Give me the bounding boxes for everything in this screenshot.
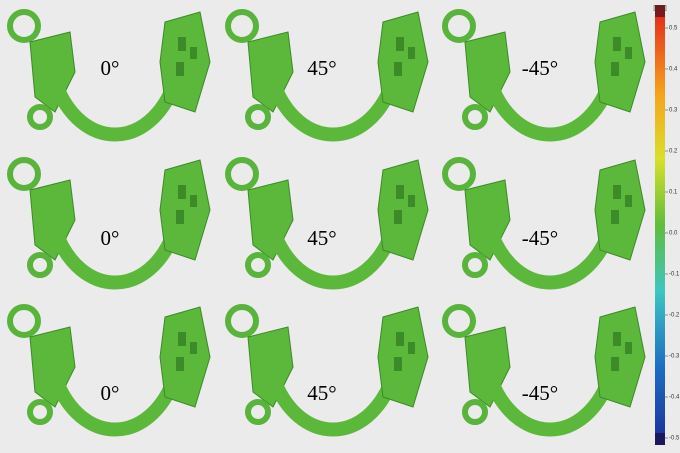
angle-label: 45° <box>307 381 336 405</box>
angle-label: -45° <box>522 56 558 80</box>
angle-label: 0° <box>101 226 120 250</box>
angle-label: 45° <box>307 226 336 250</box>
figure: [mm] 0° 45° -45° 0° 45° -45° 0° 45° -45° 0.5 0.4 0.… <box>0 0 680 453</box>
colorbar-tick-label: -0.2 <box>669 313 680 319</box>
angle-label: -45° <box>522 381 558 405</box>
angle-label: 0° <box>101 56 120 80</box>
angle-label: 45° <box>307 56 336 80</box>
angle-label: -45° <box>522 226 558 250</box>
colorbar-tick-label: 0.0 <box>669 231 678 237</box>
colorbar-tick-label: 0.4 <box>669 67 678 73</box>
colorbar-tick-label: -0.5 <box>669 436 680 442</box>
angle-label: 0° <box>101 381 120 405</box>
colorbar-tick-label: -0.1 <box>669 272 680 278</box>
colorbar-tick-label: 0.1 <box>669 190 678 196</box>
colorbar-bottom <box>655 433 665 445</box>
colorbar-tick-label: 0.2 <box>669 149 678 155</box>
colorbar <box>655 5 665 445</box>
colorbar-tick-label: -0.4 <box>669 395 680 401</box>
colorbar-unit: [mm] <box>653 6 667 12</box>
colorbar-tick-label: -0.3 <box>669 354 680 360</box>
colorbar-tick-label: 0.3 <box>669 108 678 114</box>
colorbar-tick-label: 0.5 <box>669 26 678 32</box>
